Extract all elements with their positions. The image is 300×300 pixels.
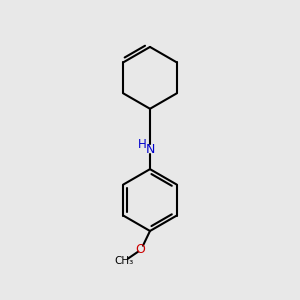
Text: O: O bbox=[136, 243, 146, 256]
Text: H: H bbox=[137, 139, 146, 152]
Text: CH₃: CH₃ bbox=[115, 256, 134, 266]
Text: N: N bbox=[145, 143, 155, 157]
